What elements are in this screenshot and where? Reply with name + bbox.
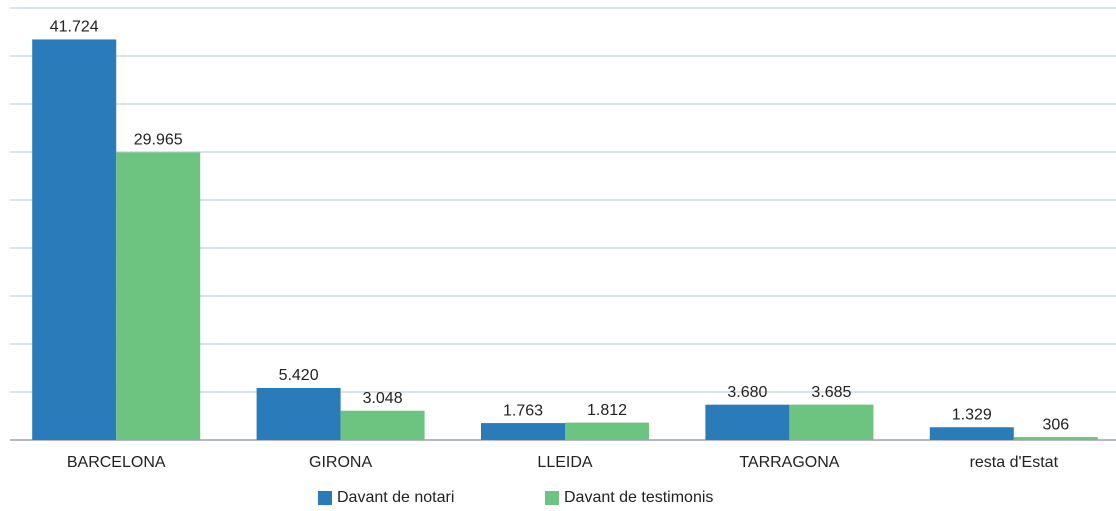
bar	[340, 410, 425, 440]
bar	[929, 427, 1014, 440]
value-label: 306	[1042, 416, 1069, 433]
bar	[481, 423, 565, 440]
bar	[705, 404, 790, 440]
legend-swatch	[318, 491, 332, 505]
value-label: 1.812	[587, 402, 627, 419]
bar	[256, 387, 341, 440]
x-tick-label: LLEIDA	[537, 454, 592, 471]
bar	[789, 404, 874, 440]
value-label: 41.724	[50, 19, 99, 36]
value-label: 29.965	[134, 132, 183, 149]
x-tick-label: TARRAGONA	[739, 454, 839, 471]
bar	[116, 152, 201, 440]
legend-swatch	[545, 491, 559, 505]
bar	[1013, 437, 1098, 440]
x-tick-label: GIRONA	[309, 454, 372, 471]
value-label: 3.680	[727, 384, 767, 401]
x-tick-label: resta d'Estat	[970, 454, 1059, 471]
value-label: 1.329	[952, 406, 992, 423]
x-tick-label: BARCELONA	[67, 454, 166, 471]
value-label: 1.763	[503, 402, 543, 419]
value-label: 5.420	[279, 367, 319, 384]
legend-label: Davant de notari	[337, 489, 454, 506]
value-label: 3.048	[363, 390, 403, 407]
value-label: 3.685	[811, 384, 851, 401]
legend-label: Davant de testimonis	[564, 489, 713, 506]
bar	[565, 422, 649, 440]
bar	[32, 39, 117, 441]
